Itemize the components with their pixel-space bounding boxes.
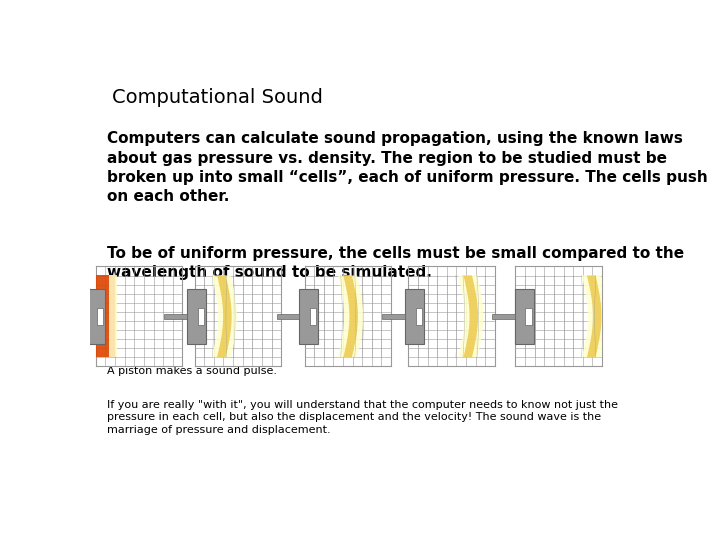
FancyBboxPatch shape: [415, 308, 423, 325]
FancyBboxPatch shape: [63, 314, 86, 319]
Text: Computers can calculate sound propagation, using the known laws
about gas pressu: Computers can calculate sound propagatio…: [107, 131, 708, 204]
FancyBboxPatch shape: [300, 289, 318, 344]
Polygon shape: [217, 275, 232, 357]
FancyBboxPatch shape: [194, 266, 281, 366]
FancyBboxPatch shape: [109, 275, 117, 357]
Polygon shape: [464, 275, 478, 357]
FancyBboxPatch shape: [96, 308, 104, 325]
Text: A piston makes a sound pulse.: A piston makes a sound pulse.: [107, 366, 276, 376]
Polygon shape: [212, 275, 237, 357]
FancyBboxPatch shape: [305, 266, 391, 366]
FancyBboxPatch shape: [310, 308, 317, 325]
FancyBboxPatch shape: [276, 314, 300, 319]
Polygon shape: [343, 275, 358, 357]
Polygon shape: [587, 275, 601, 357]
FancyBboxPatch shape: [408, 266, 495, 366]
FancyBboxPatch shape: [405, 289, 424, 344]
Text: Computational Sound: Computational Sound: [112, 87, 323, 107]
FancyBboxPatch shape: [516, 266, 602, 366]
FancyBboxPatch shape: [96, 266, 182, 366]
FancyBboxPatch shape: [164, 314, 187, 319]
Polygon shape: [458, 275, 483, 357]
FancyBboxPatch shape: [96, 275, 115, 357]
Polygon shape: [338, 275, 363, 357]
FancyBboxPatch shape: [86, 289, 105, 344]
Polygon shape: [582, 275, 602, 357]
FancyBboxPatch shape: [515, 289, 534, 344]
FancyBboxPatch shape: [187, 289, 207, 344]
FancyBboxPatch shape: [198, 308, 204, 325]
FancyBboxPatch shape: [492, 314, 515, 319]
FancyBboxPatch shape: [525, 308, 532, 325]
Text: If you are really "with it", you will understand that the computer needs to know: If you are really "with it", you will un…: [107, 400, 618, 435]
FancyBboxPatch shape: [382, 314, 405, 319]
Text: To be of uniform pressure, the cells must be small compared to the
wavelength of: To be of uniform pressure, the cells mus…: [107, 246, 684, 280]
